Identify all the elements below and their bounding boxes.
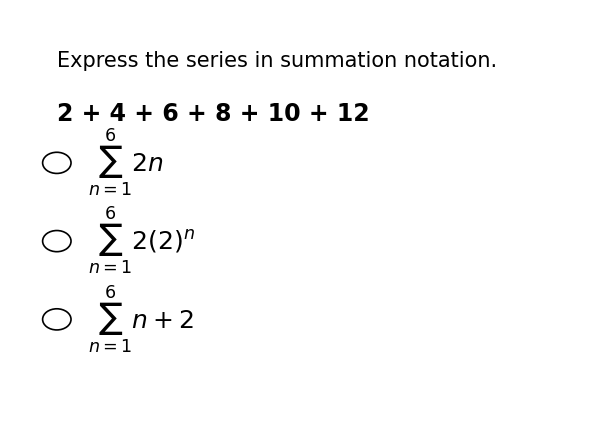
- Text: $\sum_{n=1}^{6} n+2$: $\sum_{n=1}^{6} n+2$: [88, 283, 194, 356]
- Text: $\sum_{n=1}^{6} 2(2)^{n}$: $\sum_{n=1}^{6} 2(2)^{n}$: [88, 205, 195, 277]
- Text: Express the series in summation notation.: Express the series in summation notation…: [57, 51, 497, 71]
- Text: 2 + 4 + 6 + 8 + 10 + 12: 2 + 4 + 6 + 8 + 10 + 12: [57, 102, 369, 126]
- Text: $\sum_{n=1}^{6} 2n$: $\sum_{n=1}^{6} 2n$: [88, 126, 164, 199]
